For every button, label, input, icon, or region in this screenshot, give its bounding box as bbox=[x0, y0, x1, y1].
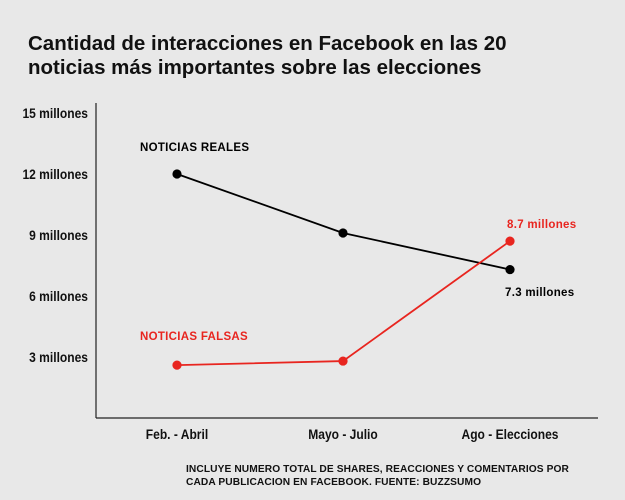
y-tick-label: 15 millones bbox=[22, 105, 88, 121]
y-tick-label: 3 millones bbox=[29, 349, 88, 365]
data-point bbox=[338, 228, 348, 238]
y-tick-label: 12 millones bbox=[22, 166, 88, 182]
series-labels-group: NOTICIAS REALES NOTICIAS FALSAS 8.7 millon… bbox=[140, 142, 576, 343]
footnote-line-1: INCLUYE NUMERO TOTAL DE SHARES, REACCION… bbox=[186, 464, 569, 475]
data-point bbox=[505, 264, 515, 275]
data-label: 8.7 millones bbox=[507, 219, 576, 231]
series-line bbox=[176, 240, 511, 367]
chart-title: Cantidad de interacciones en Facebook en… bbox=[28, 32, 608, 80]
source-footnote: INCLUYE NUMERO TOTAL DE SHARES, REACCION… bbox=[186, 463, 616, 489]
series-line bbox=[176, 173, 511, 271]
x-tick-label: Feb. - Abril bbox=[146, 426, 208, 442]
y-axis-group: 3 millones 6 millones 9 millones 12 millone… bbox=[22, 103, 97, 418]
chart-title-line-1: Cantidad de interacciones en Facebook en… bbox=[28, 32, 507, 55]
footnote-line-2: CADA PUBLICACION EN FACEBOOK. FUENTE: BU… bbox=[186, 477, 482, 488]
data-point bbox=[172, 360, 182, 370]
x-tick-label: Mayo - Julio bbox=[308, 426, 378, 442]
chart-title-line-2: noticias más importantes sobre las elecc… bbox=[28, 56, 482, 79]
data-point bbox=[338, 356, 348, 366]
y-tick-label: 6 millones bbox=[29, 288, 88, 304]
data-point bbox=[172, 169, 182, 179]
x-axis-group: Feb. - Abril Mayo - Julio Ago - Elecciones bbox=[96, 417, 598, 442]
data-label: 7.3 millones bbox=[505, 287, 574, 299]
x-tick-label: Ago - Elecciones bbox=[462, 426, 559, 442]
series-group bbox=[172, 169, 515, 370]
data-point bbox=[505, 236, 515, 246]
series-name-label: NOTICIAS REALES bbox=[140, 142, 249, 154]
y-tick-label: 9 millones bbox=[29, 227, 88, 243]
series-name-label: NOTICIAS FALSAS bbox=[140, 331, 248, 343]
